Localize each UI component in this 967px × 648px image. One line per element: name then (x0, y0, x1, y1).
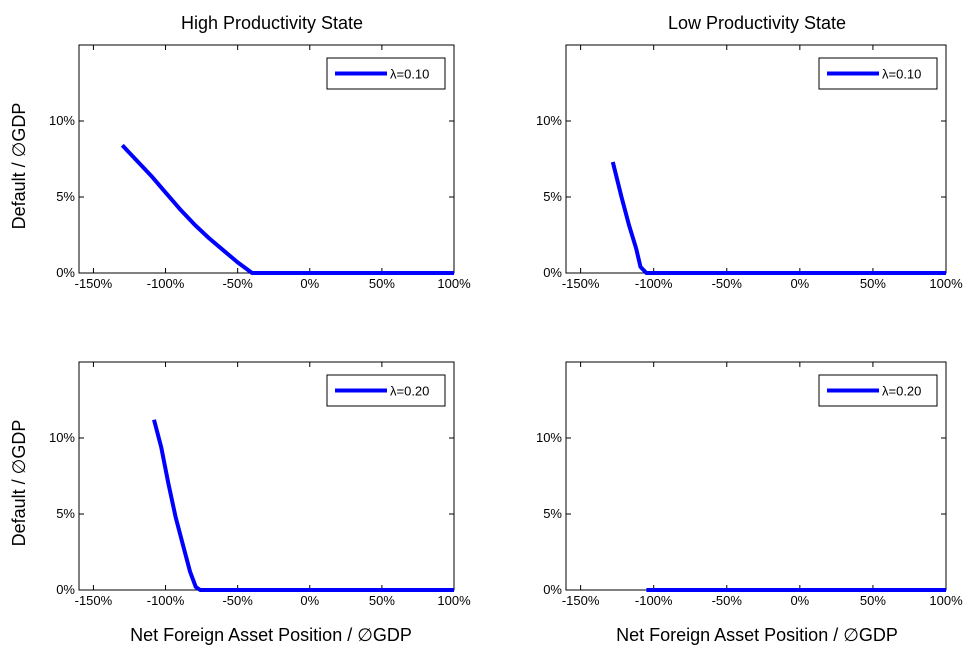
x-tick-label: -50% (222, 593, 253, 608)
x-tick-label: -100% (147, 276, 185, 291)
series-line (610, 161, 946, 275)
x-tick-label: -50% (712, 276, 743, 291)
y-axis-label-bottom: Default / ∅GDP (9, 420, 29, 547)
x-tick-label: -100% (147, 593, 185, 608)
legend: λ=0.20 (818, 374, 938, 407)
subplot-1: -150% -100% -50% 0% 50% 100% 0% 5% 10% λ=0.10 (49, 44, 471, 291)
x-tick-label: -150% (562, 593, 600, 608)
x-tick-label: 50% (369, 593, 395, 608)
y-tick-label: 10% (536, 113, 562, 128)
y-tick-label: 10% (536, 430, 562, 445)
y-tick-label: 5% (543, 506, 562, 521)
x-tick-label: 50% (860, 593, 886, 608)
x-tick-label: -150% (75, 276, 113, 291)
legend: λ=0.10 (818, 57, 938, 90)
x-tick-label: -100% (635, 276, 673, 291)
x-tick-label: -150% (562, 276, 600, 291)
column-title-right: Low Productivity State (668, 13, 846, 33)
subplot-4: -150% -100% -50% 0% 50% 100% 0% 5% 10% λ=0.20 (536, 361, 963, 608)
y-tick-label: 0% (56, 582, 75, 597)
x-tick-label: 100% (437, 276, 471, 291)
legend-label: λ=0.20 (882, 384, 921, 399)
x-tick-label: -50% (222, 276, 253, 291)
x-tick-label: 50% (860, 276, 886, 291)
y-tick-label: 0% (56, 265, 75, 280)
x-tick-label: 100% (929, 593, 963, 608)
legend: λ=0.10 (326, 57, 446, 90)
series-line (152, 419, 454, 592)
column-title-left: High Productivity State (181, 13, 363, 33)
y-axis-label-top: Default / ∅GDP (9, 103, 29, 230)
x-tick-label: -50% (712, 593, 743, 608)
subplot-2: -150% -100% -50% 0% 50% 100% 0% 5% 10% λ=0.10 (536, 44, 963, 291)
legend-label: λ=0.20 (390, 384, 429, 399)
y-tick-label: 5% (56, 189, 75, 204)
x-tick-label: 0% (790, 276, 809, 291)
series-line (120, 143, 454, 275)
y-tick-label: 5% (543, 189, 562, 204)
y-tick-label: 5% (56, 506, 75, 521)
y-tick-label: 10% (49, 113, 75, 128)
x-axis-label-right: Net Foreign Asset Position / ∅GDP (616, 625, 898, 645)
legend: λ=0.20 (326, 374, 446, 407)
legend-label: λ=0.10 (882, 67, 921, 82)
legend-label: λ=0.10 (390, 67, 429, 82)
y-tick-label: 0% (543, 582, 562, 597)
x-tick-label: 50% (369, 276, 395, 291)
x-tick-label: 0% (790, 593, 809, 608)
x-tick-label: 100% (929, 276, 963, 291)
x-axis-label-left: Net Foreign Asset Position / ∅GDP (130, 625, 412, 645)
subplot-grid: -150% -100% -50% 0% 50% 100%0%5%10%λ=0.10-150… (49, 44, 963, 608)
y-tick-label: 0% (543, 265, 562, 280)
subplot-3: -150% -100% -50% 0% 50% 100% 0% 5% 10% λ=0.20 (49, 361, 471, 608)
x-tick-label: 0% (300, 276, 319, 291)
x-tick-label: -150% (75, 593, 113, 608)
y-tick-label: 10% (49, 430, 75, 445)
x-tick-label: 100% (437, 593, 471, 608)
x-tick-label: 0% (300, 593, 319, 608)
x-tick-label: -100% (635, 593, 673, 608)
